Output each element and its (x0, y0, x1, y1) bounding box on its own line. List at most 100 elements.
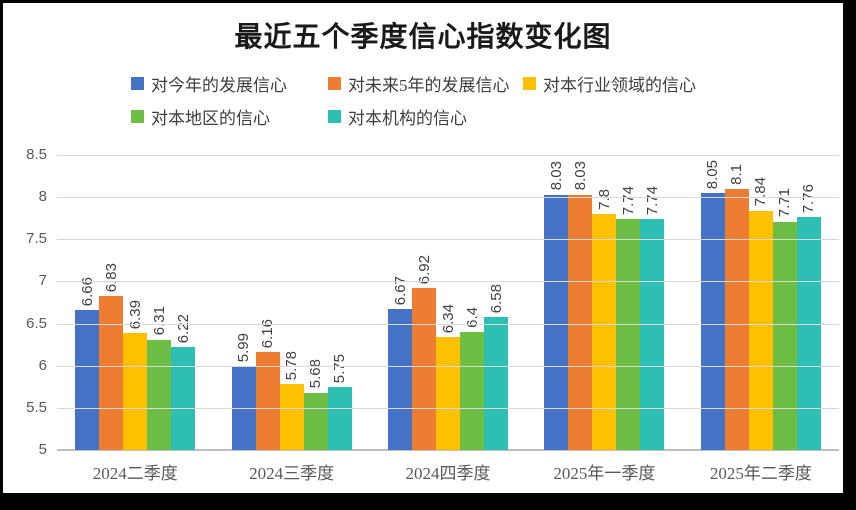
y-tick-label: 8 (38, 188, 47, 206)
x-tick-label: 2024二季度 (92, 464, 178, 483)
bar (544, 194, 569, 450)
bar (388, 309, 413, 450)
bar-cell: 5.68 (303, 359, 328, 450)
chart-canvas: 最近五个季度信心指数变化图 对今年的发展信心 对未来5年的发展信心 对本行业领域的信… (3, 3, 843, 493)
legend-label: 对本行业领域的信心 (543, 76, 696, 95)
y-tick-label: 6.5 (26, 314, 47, 332)
bar (592, 214, 617, 450)
bar-group: 5.99 6.16 5.78 5.68 5.75 (213, 155, 369, 450)
bar (99, 295, 124, 450)
bar (436, 337, 461, 450)
bar-cell: 7.8 (592, 189, 617, 450)
gridline (57, 197, 839, 199)
bar-value-label: 5.75 (331, 353, 349, 383)
bar (640, 219, 665, 450)
bar-cell: 6.31 (147, 306, 172, 450)
bar-cell: 6.67 (388, 276, 413, 450)
bar-cell: 6.16 (255, 319, 280, 450)
bar (171, 347, 196, 450)
legend-label: 对今年的发展信心 (151, 76, 287, 95)
bar-cell: 8.05 (700, 159, 725, 450)
legend-item-3: 对本地区的信心 (131, 104, 328, 129)
bar-value-label: 8.1 (728, 163, 746, 185)
y-tick-label: 7 (38, 272, 47, 290)
bar-cell: 5.75 (327, 353, 352, 450)
bar-group: 6.66 6.83 6.39 6.31 6.22 (57, 155, 213, 450)
bar-value-label: 5.68 (307, 359, 325, 389)
bar-cell: 7.74 (640, 185, 665, 450)
legend-swatch-icon (328, 110, 341, 123)
gridline (57, 155, 839, 156)
legend-swatch-icon (523, 77, 536, 90)
bar (412, 288, 437, 450)
bar (279, 384, 304, 450)
bar-groups: 6.66 6.83 6.39 6.31 6.22 5.99 6.16 5.78 5.68 5.75… (57, 155, 839, 450)
bar-value-label: 6.34 (439, 303, 457, 334)
bar-group: 8.05 8.1 7.84 7.71 7.76 (683, 155, 839, 450)
x-axis-line (57, 449, 839, 451)
bar (700, 192, 725, 450)
bar-value-label: 7.84 (752, 177, 770, 207)
bar-cell: 8.1 (724, 163, 749, 450)
bar-value-label: 8.03 (571, 161, 589, 191)
y-tick-label: 8.5 (26, 146, 47, 163)
bar-cell: 7.71 (772, 188, 797, 450)
bar (616, 219, 641, 450)
bar-value-label: 7.71 (776, 188, 794, 218)
bar-cell: 7.76 (796, 184, 821, 450)
bar-value-label: 7.76 (800, 184, 818, 214)
bar (796, 217, 821, 450)
y-tick-label: 5.5 (26, 398, 47, 416)
bar-value-label: 6.31 (150, 306, 168, 336)
bar-cell: 6.83 (99, 262, 124, 450)
bar-value-label: 6.22 (174, 313, 192, 344)
bar (772, 221, 797, 450)
x-tick-label: 2025年二季度 (709, 464, 812, 483)
bar (75, 310, 100, 450)
y-tick-label: 7.5 (26, 230, 47, 248)
gridline (57, 239, 839, 241)
x-tick-label: 2024四季度 (405, 464, 491, 483)
legend-item-2: 对本行业领域的信心 (523, 71, 696, 96)
legend-swatch-icon (328, 77, 341, 90)
bar (123, 332, 148, 450)
chart-legend: 对今年的发展信心 对未来5年的发展信心 对本行业领域的信心对本地区的信心 对本机构的信… (131, 71, 696, 129)
legend-label: 对未来5年的发展信心 (348, 76, 510, 95)
bar-group: 8.03 8.03 7.8 7.74 7.74 (526, 155, 682, 450)
bar (724, 188, 749, 450)
bar (460, 332, 485, 450)
legend-swatch-icon (131, 77, 144, 90)
bar-cell: 5.78 (279, 351, 304, 450)
x-tick-label: 2025年一季度 (553, 464, 656, 483)
bar (147, 339, 172, 450)
legend-item-4: 对本机构的信心 (328, 104, 523, 129)
bar-value-label: 6.83 (102, 262, 120, 292)
bar-cell: 6.58 (484, 284, 509, 450)
bar-value-label: 5.99 (235, 333, 253, 363)
bar-cell: 6.39 (123, 300, 148, 450)
bar (303, 392, 328, 450)
bar-cell: 7.84 (748, 177, 773, 450)
legend-label: 对本机构的信心 (348, 109, 467, 128)
bar-value-label: 8.05 (704, 159, 722, 189)
bar-value-label: 7.74 (619, 185, 637, 216)
legend-label: 对本地区的信心 (151, 109, 270, 128)
bar-cell: 7.74 (616, 185, 641, 450)
bar-value-label: 6.92 (415, 254, 433, 285)
bar-value-label: 7.74 (643, 185, 661, 216)
bar-cell: 8.03 (544, 161, 569, 450)
bar-cell: 6.22 (171, 313, 196, 450)
bar (748, 210, 773, 450)
bar-value-label: 8.03 (547, 161, 565, 191)
bar-value-label: 6.67 (391, 276, 409, 306)
bar-value-label: 6.4 (463, 307, 481, 328)
bar-cell: 6.4 (460, 307, 485, 450)
plot-area: 6.66 6.83 6.39 6.31 6.22 5.99 6.16 5.78 5.68 5.75… (57, 155, 839, 451)
bar-cell: 8.03 (568, 161, 593, 450)
bar-cell: 6.66 (75, 277, 100, 450)
bar-cell: 6.34 (436, 303, 461, 450)
bar-value-label: 7.8 (595, 189, 613, 210)
bar (327, 386, 352, 450)
gridline (57, 281, 839, 283)
bar-cell: 6.92 (412, 254, 437, 450)
